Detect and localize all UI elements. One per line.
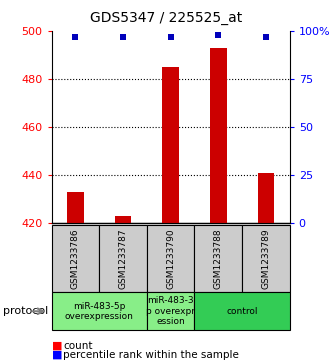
Bar [194, 225, 242, 292]
Bar [257, 173, 274, 223]
Text: GDS5347 / 225525_at: GDS5347 / 225525_at [90, 11, 243, 25]
Text: count: count [63, 340, 93, 351]
Text: ■: ■ [52, 350, 62, 360]
Bar [67, 192, 84, 223]
Bar [242, 225, 290, 292]
Bar [147, 225, 194, 292]
Bar [52, 225, 99, 292]
Text: ■: ■ [52, 340, 62, 351]
Bar [194, 292, 290, 330]
Text: GSM1233789: GSM1233789 [261, 228, 270, 289]
Bar [115, 216, 132, 223]
Bar [99, 225, 147, 292]
Text: miR-483-5p
overexpression: miR-483-5p overexpression [65, 302, 134, 321]
Text: GSM1233790: GSM1233790 [166, 228, 175, 289]
Text: GSM1233788: GSM1233788 [214, 228, 223, 289]
Text: GSM1233786: GSM1233786 [71, 228, 80, 289]
Bar [52, 292, 147, 330]
Text: GSM1233787: GSM1233787 [119, 228, 128, 289]
Bar [147, 292, 194, 330]
Text: control: control [226, 307, 258, 316]
Bar [210, 48, 227, 223]
Text: protocol: protocol [3, 306, 49, 316]
Text: miR-483-3
p overexpr
ession: miR-483-3 p overexpr ession [146, 296, 195, 326]
Bar [162, 67, 179, 223]
Text: percentile rank within the sample: percentile rank within the sample [63, 350, 239, 360]
